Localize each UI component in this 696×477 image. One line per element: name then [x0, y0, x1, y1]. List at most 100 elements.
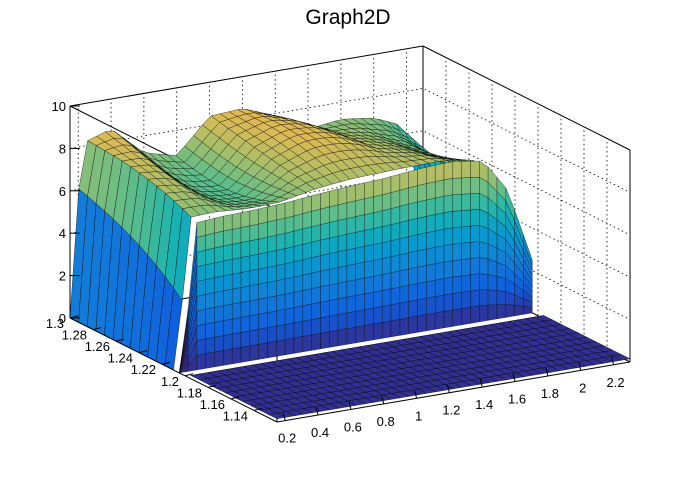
- surface-wall-cell: [452, 177, 462, 195]
- surface-wall-cell: [329, 330, 339, 348]
- surface-wall-cell: [205, 322, 215, 339]
- surface-wall-cell: [329, 236, 339, 254]
- surface-wall-cell: [214, 230, 224, 249]
- surface-wall-cell: [249, 238, 259, 256]
- surface-wall-cell: [443, 161, 453, 180]
- surface-wall-cell: [337, 249, 348, 268]
- surface-wall-cell: [284, 337, 295, 356]
- surface-wall-cell: [249, 223, 259, 241]
- x-tick: [315, 406, 319, 416]
- surface-wall-cell: [479, 289, 489, 306]
- surface-wall-cell: [258, 236, 268, 255]
- frame-edge: [69, 45, 424, 107]
- surface-wall-cell: [470, 209, 480, 227]
- surface-wall-cell: [329, 314, 339, 332]
- surface-wall-cell: [435, 245, 445, 264]
- surface-wall-cell: [417, 232, 427, 251]
- surface-wall-cell: [258, 282, 268, 300]
- surface-wall-cell: [443, 243, 453, 263]
- surface-wall-cell: [496, 276, 506, 292]
- x-tick-label: 0.2: [278, 431, 296, 446]
- surface-wall-cell: [461, 307, 471, 326]
- surface-wall-cell: [435, 261, 445, 281]
- y-tick-label: 1.22: [131, 362, 156, 377]
- surface-wall-cell: [293, 198, 303, 217]
- surface-wall-cell: [249, 283, 259, 302]
- surface-wall-cell: [311, 286, 321, 305]
- surface-wall-cell: [276, 233, 286, 251]
- surface-wall-cell: [267, 250, 277, 268]
- surface-wall-cell: [302, 195, 312, 214]
- surface-wall-cell: [293, 244, 303, 262]
- surface-wall-cell: [470, 257, 480, 275]
- x-tick: [578, 362, 582, 371]
- surface-wall-cell: [214, 245, 224, 263]
- surface-wall-cell: [196, 323, 206, 341]
- surface-wall-cell: [373, 258, 383, 277]
- y-tick-label: 1.26: [85, 339, 110, 354]
- surface-wall-cell: [514, 305, 524, 317]
- surface-wall-cell: [417, 298, 427, 317]
- surface-wall-cell: [232, 272, 242, 290]
- surface-wall-cell: [196, 220, 206, 238]
- x-tick-label: 1.2: [442, 403, 460, 418]
- surface-wall-cell: [346, 200, 356, 219]
- surface-wall-cell: [443, 178, 453, 197]
- surface-wall-cell: [479, 241, 489, 260]
- surface-wall-cell: [223, 333, 233, 351]
- surface-wall-cell: [426, 230, 436, 250]
- surface-wall-cell: [293, 290, 303, 308]
- surface-wall-cell: [232, 347, 242, 365]
- surface-wall-cell: [479, 225, 489, 244]
- surface-wall-cell: [205, 218, 215, 236]
- x-tick-label: 1.8: [541, 386, 559, 401]
- y-tick: [92, 327, 102, 331]
- surface-wall-cell: [408, 169, 418, 189]
- z-tick-label: 10: [52, 99, 66, 114]
- x-tick-label: 2: [579, 380, 586, 395]
- surface-wall-cell: [311, 224, 321, 243]
- y-tick-label: 1.2: [161, 374, 179, 389]
- surface-wall-cell: [417, 314, 427, 333]
- surface-wall-cell: [399, 187, 409, 207]
- surface-wall-cell: [205, 262, 215, 280]
- x-tick: [446, 384, 450, 393]
- surface-wall-cell: [337, 234, 348, 252]
- surface-wall-cell: [337, 218, 348, 237]
- surface-wall-cell: [267, 280, 277, 298]
- y-tick: [184, 373, 194, 377]
- surface-wall-cell: [276, 293, 286, 312]
- surface-wall-cell: [293, 336, 303, 354]
- surface-wall-cell: [214, 290, 224, 308]
- x-tick: [611, 356, 615, 365]
- surface-wall-cell: [205, 277, 215, 295]
- surface-wall-cell: [417, 265, 427, 284]
- surface-wall-cell: [337, 202, 348, 221]
- surface-wall-cell: [355, 325, 365, 344]
- surface-wall-cell: [443, 309, 453, 329]
- y-tick-label: 1.28: [62, 328, 87, 343]
- surface-wall-cell: [452, 243, 462, 261]
- surface-wall-cell: [443, 276, 453, 296]
- surface-wall-cell: [470, 273, 480, 292]
- surface-wall-cell: [284, 200, 295, 219]
- x-axis: 0.2 0.4 0.6 0.8 1 1.2 1.4 1.6 1.8 2 2.2: [278, 356, 625, 446]
- surface-wall-cell: [470, 289, 480, 308]
- surface-wall-cell: [505, 304, 515, 318]
- surface-wall-cell: [329, 267, 339, 286]
- surface-wall-cell: [382, 320, 392, 339]
- surface-wall-cell: [355, 230, 365, 249]
- surface-wall-cell: [346, 216, 356, 235]
- surface-cell: [611, 354, 631, 361]
- surface-wall-cell: [364, 228, 374, 247]
- surface-wall-cell: [276, 263, 286, 281]
- surface-wall-cell: [382, 192, 392, 211]
- x-tick: [348, 401, 352, 410]
- x-tick-label: 1: [415, 408, 422, 423]
- surface-wall-cell: [276, 324, 286, 342]
- surface-wall-cell: [399, 301, 409, 320]
- surface-wall-cell: [443, 194, 453, 213]
- surface-wall-cell: [470, 241, 480, 259]
- surface-wall-cell: [382, 224, 392, 243]
- x-tick-label: 1.4: [475, 397, 493, 412]
